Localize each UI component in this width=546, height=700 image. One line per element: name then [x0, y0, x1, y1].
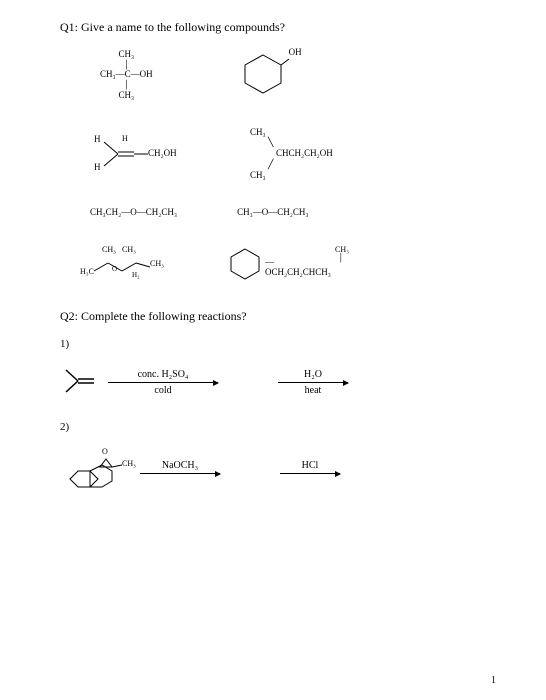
label: CH₃	[100, 49, 153, 60]
ch2oh-label: CH₂OH	[148, 148, 177, 159]
compound-tbutanol: CH₃ │ CH₃—C—OH │ CH₃	[100, 49, 153, 101]
compound-diethylether: CH₃CH₂—O—CH₂CH₃	[90, 207, 177, 217]
reagent-bot: cold	[108, 383, 218, 396]
h3c-label: H₃C	[80, 267, 94, 277]
page-number: 1	[491, 675, 496, 686]
ch3-label: CH₃	[122, 459, 136, 468]
o-label: O	[102, 447, 108, 456]
reagent-top: H₂O	[278, 369, 348, 383]
q1-row2: H H H CH₂OH CH₃ ╲ CHCH₂CH₂OH ╱ CH₃	[60, 127, 486, 181]
reagent-bot	[140, 474, 220, 487]
label: CH₃—C—OH	[100, 69, 153, 80]
ch3-label: CH₃	[122, 245, 136, 255]
q1-title: Q1: Give a name to the following compoun…	[60, 20, 486, 35]
o-label: O	[112, 265, 117, 273]
ch3-label: CH₃	[102, 245, 116, 255]
arrow-1b: H₂O heat	[278, 369, 348, 396]
epoxide-struct: O CH₃	[60, 447, 130, 500]
slash: ╱	[268, 159, 333, 170]
compound-methylethylether: CH₃—O—CH₂CH₃	[237, 207, 308, 217]
label: CH₃	[250, 127, 333, 138]
q2-item1-label: 1)	[60, 338, 486, 350]
reagent-bot	[280, 474, 340, 487]
reaction-2: O CH₃ NaOCH₃ HCl	[60, 447, 486, 500]
q1-row1: CH₃ │ CH₃—C—OH │ CH₃ OH	[60, 49, 486, 101]
label: CHCH₂CH₂OH	[276, 148, 333, 159]
reagent-top: NaOCH₃	[140, 460, 220, 474]
reagent-bot: heat	[278, 383, 348, 396]
compound-allyl-alcohol: H H H CH₂OH	[90, 134, 180, 174]
bond: │	[338, 253, 344, 263]
arrow-2a: NaOCH₃	[140, 460, 220, 487]
q1-row4: H₃C CH₃ CH₃ CH₃ O H₂ —OCH₂CH₂CHCH₃ CH₃ │	[60, 243, 486, 283]
bond: │	[100, 60, 153, 70]
isobutylene-struct	[60, 364, 98, 401]
bond: │	[100, 80, 153, 90]
chain-label: —OCH₂CH₂CHCH₃	[265, 257, 331, 279]
compound-cyclohexanol: OH	[233, 51, 293, 98]
h-label: H	[94, 162, 101, 173]
oh-label: OH	[289, 47, 302, 58]
q2-title: Q2: Complete the following reactions?	[60, 309, 486, 324]
compound-branched-ether: H₃C CH₃ CH₃ CH₃ O H₂	[80, 243, 175, 283]
h-label: H	[122, 134, 128, 144]
label: CH₃	[250, 170, 333, 181]
compound-isopentanol: CH₃ ╲ CHCH₂CH₂OH ╱ CH₃	[250, 127, 333, 181]
h2-label: H₂	[132, 271, 140, 279]
label: CH₃	[100, 90, 153, 101]
arrow-2b: HCl	[280, 460, 340, 487]
reagent-top: HCl	[280, 460, 340, 474]
ch3-label: CH₃	[150, 259, 164, 269]
compound-cyclohexyl-ether: —OCH₂CH₂CHCH₃ CH₃ │	[225, 245, 265, 281]
q1-row3: CH₃CH₂—O—CH₂CH₃ CH₃—O—CH₂CH₃	[60, 207, 486, 217]
reagent-top: conc. H₂SO₄	[108, 369, 218, 383]
q2-item2-label: 2)	[60, 421, 486, 433]
reaction-1: conc. H₂SO₄ cold H₂O heat	[60, 364, 486, 401]
arrow-1a: conc. H₂SO₄ cold	[108, 369, 218, 396]
h-label: H	[94, 134, 101, 145]
slash: ╲	[268, 137, 333, 148]
